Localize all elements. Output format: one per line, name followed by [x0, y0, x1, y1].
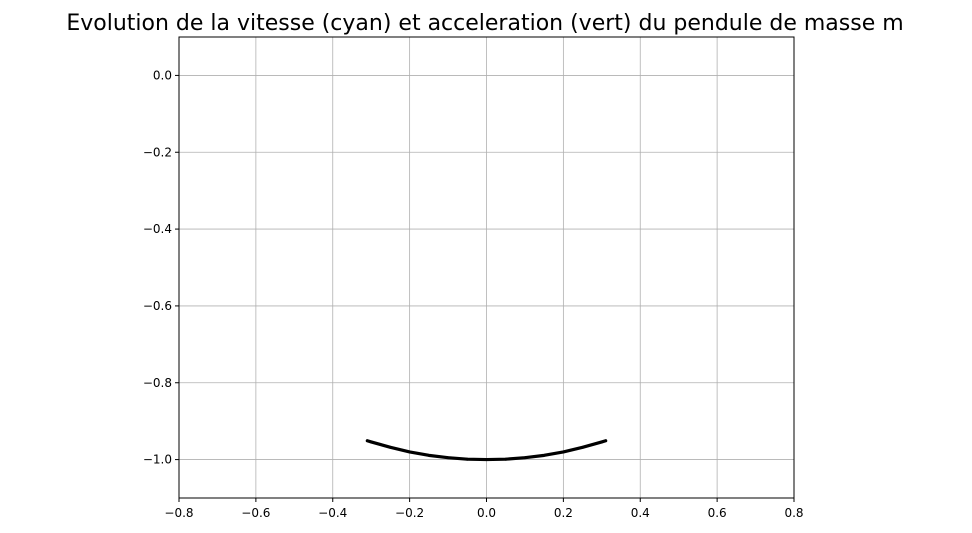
trajectory-point [427, 453, 431, 457]
x-tick-label: 0.8 [784, 506, 803, 520]
trajectory-point [446, 456, 450, 460]
y-tick-label: −0.4 [143, 222, 172, 236]
x-tick-label: 0.4 [631, 506, 650, 520]
trajectory-point [389, 445, 392, 449]
chart-title: Evolution de la vitesse (cyan) et accele… [66, 11, 903, 36]
trajectory-point [542, 453, 546, 457]
x-tick-label: −0.4 [318, 506, 347, 520]
x-tick-label: 0.2 [554, 506, 573, 520]
trajectory-point [408, 450, 412, 454]
x-tick-label: 0.6 [708, 506, 727, 520]
y-tick-label: 0.0 [153, 68, 172, 82]
trajectory-point [365, 439, 369, 443]
x-tick-label: −0.6 [241, 506, 270, 520]
x-tick-label: −0.2 [395, 506, 424, 520]
trajectory-point [600, 440, 604, 444]
trajectory-point [485, 458, 488, 461]
plot-area [365, 439, 608, 462]
y-tick-label: −0.8 [143, 376, 172, 390]
trajectory-point [561, 450, 565, 454]
trajectory-point [504, 457, 508, 461]
y-tick-label: −0.2 [143, 145, 172, 159]
y-tick-label: −0.6 [143, 299, 172, 313]
trajectory-point [604, 439, 608, 443]
y-tick-label: −1.0 [143, 453, 172, 467]
ticks: −0.8 −0.6 −0.4 −0.2 0.0 0.2 0.4 0.6 0.8 0.0 −0.2 −0… [143, 68, 804, 520]
trajectory-point [581, 445, 584, 449]
x-tick-label: −0.8 [164, 506, 193, 520]
x-tick-label: 0.0 [477, 506, 496, 520]
trajectory-point [523, 456, 527, 460]
trajectory-point [369, 440, 373, 444]
trajectory-point [465, 457, 469, 461]
